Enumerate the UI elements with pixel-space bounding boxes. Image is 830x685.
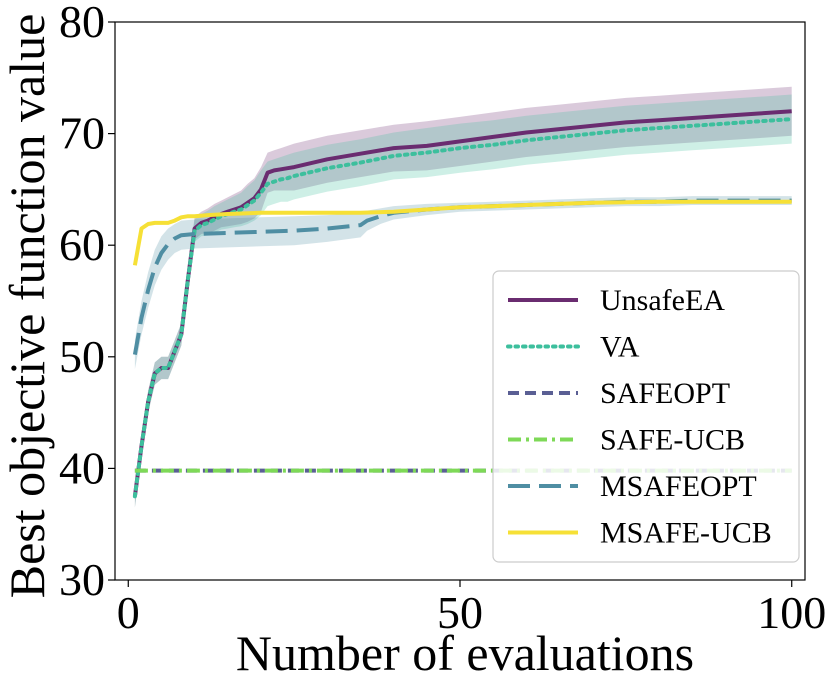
y-tick-label: 60 (59, 219, 105, 270)
y-tick-label: 70 (59, 108, 105, 159)
legend: UnsafeEA VA SAFEOPT SAFE-UCB MSAFEOPT MSAFE-U… (492, 270, 800, 563)
band-unsafeea (134, 86, 792, 508)
legend-label-msafe-ucb: MSAFE-UCB (600, 517, 772, 550)
confidence-bands (134, 86, 792, 508)
y-axis-title: Best objective function value (0, 14, 55, 599)
y-tick-label: 80 (59, 0, 105, 47)
y-tick-label: 40 (59, 442, 105, 493)
line-va (132, 117, 794, 499)
x-tick-label: 100 (757, 587, 826, 638)
legend-label-va: VA (600, 331, 640, 364)
legend-label-safeopt: SAFEOPT (600, 377, 730, 410)
x-tick-label: 50 (437, 587, 483, 638)
legend-box (492, 270, 800, 563)
band-va (134, 94, 792, 508)
x-axis-title: Number of evaluations (236, 625, 694, 681)
band-msafeopt (134, 196, 792, 370)
axis-ticks: 0 50 100 30 40 50 60 70 80 (59, 0, 826, 638)
legend-label-safe-ucb: SAFE-UCB (600, 424, 745, 457)
y-tick-label: 30 (59, 554, 105, 605)
legend-label-msafeopt: MSAFEOPT (600, 470, 757, 503)
legend-label-unsafeea: UnsafeEA (600, 284, 725, 317)
line-msafe-ucb (132, 199, 792, 266)
x-tick-label: 0 (117, 587, 140, 638)
y-tick-label: 50 (59, 331, 105, 382)
